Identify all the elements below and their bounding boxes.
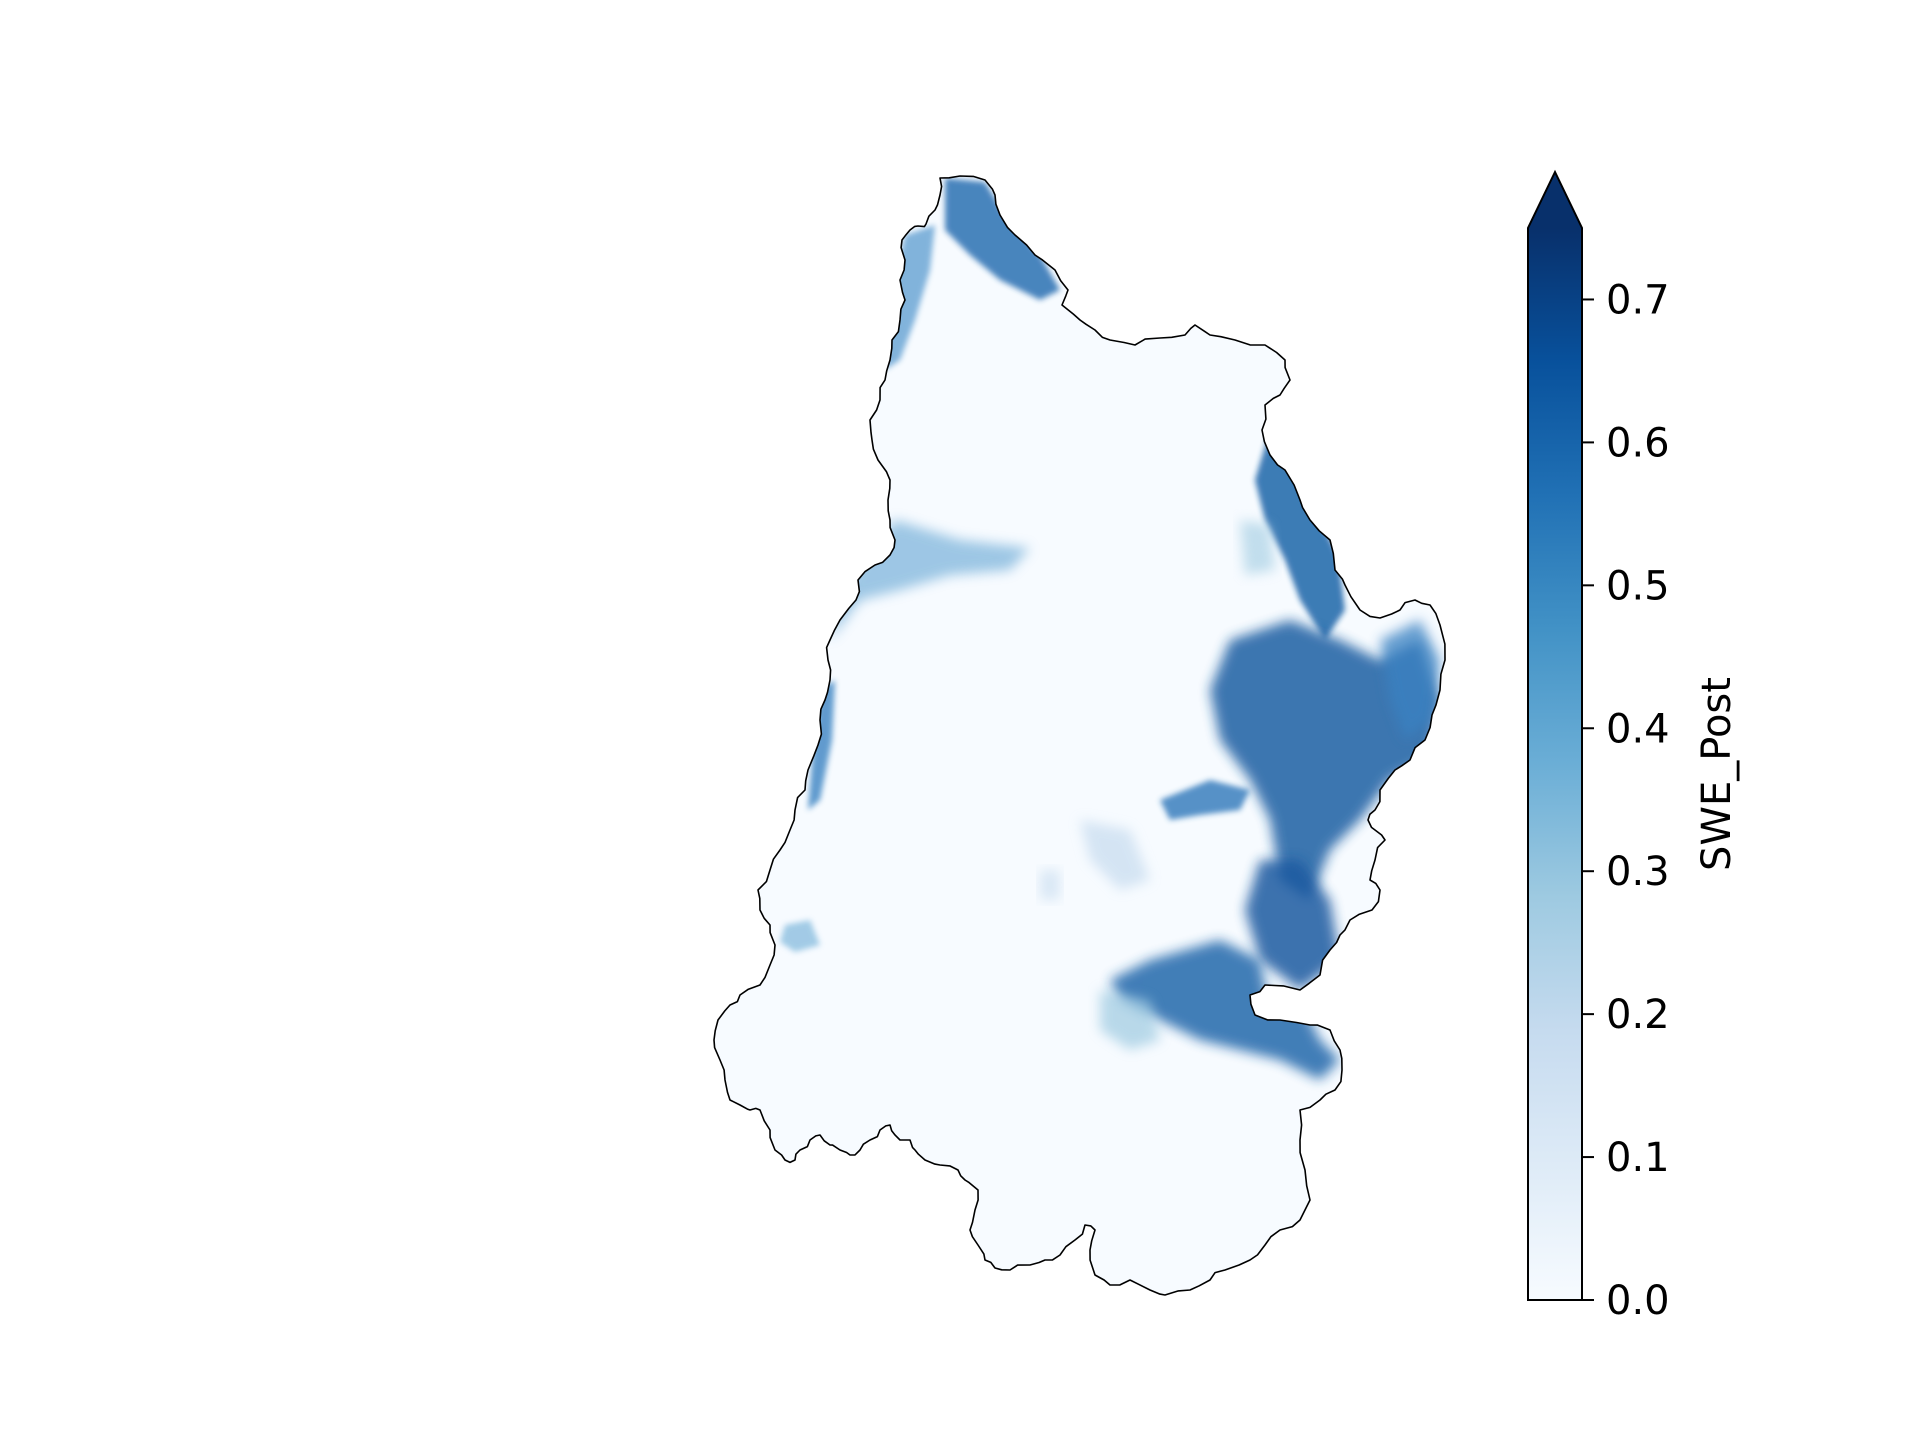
colorbar-extend-arrow: [1528, 172, 1582, 228]
colorbar-ticks: 0.0 0.1 0.2 0.3 0.4 0.5 0.6 0.7: [1582, 277, 1670, 1324]
colorbar-tick-label: 0.1: [1606, 1135, 1670, 1181]
colorbar-tick-label: 0.6: [1606, 420, 1670, 466]
colorbar-tick-label: 0.2: [1606, 992, 1670, 1038]
colorbar: 0.0 0.1 0.2 0.3 0.4 0.5 0.6 0.7 SWE_Post: [1528, 172, 1740, 1324]
colorbar-tick-label: 0.7: [1606, 277, 1670, 323]
basin-map: [714, 176, 1445, 1295]
colorbar-gradient-bar: [1528, 228, 1582, 1300]
colorbar-tick-label: 0.0: [1606, 1278, 1670, 1324]
snow-patch-northeast-streak: [1240, 520, 1275, 575]
colorbar-label: SWE_Post: [1694, 677, 1740, 871]
colorbar-tick-label: 0.5: [1606, 563, 1670, 609]
snow-patch-interior-dot: [1040, 870, 1060, 900]
colorbar-tick-label: 0.4: [1606, 706, 1670, 752]
colorbar-tick-label: 0.3: [1606, 849, 1670, 895]
